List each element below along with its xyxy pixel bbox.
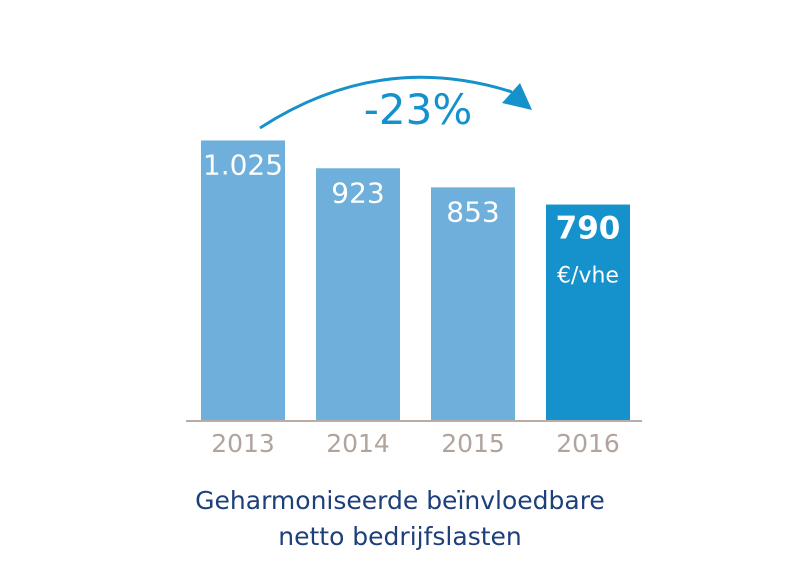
x-tick-label-2014: 2014 <box>326 429 390 458</box>
trend-arrow <box>259 75 513 130</box>
data-label-2013: 1.025 <box>203 148 283 181</box>
change-label: -23% <box>364 85 473 134</box>
data-label-2016: 790 <box>556 211 621 247</box>
data-label-2014: 923 <box>331 176 384 209</box>
x-tick-label-2016: 2016 <box>556 429 620 458</box>
unit-label: €/vhe <box>557 264 619 289</box>
bar-2014 <box>316 168 400 420</box>
bar-2015 <box>431 187 515 420</box>
x-tick-label-2015: 2015 <box>441 429 505 458</box>
chart-caption-line-1: Geharmoniseerde beïnvloedbare <box>195 486 605 515</box>
bar-2013 <box>201 140 285 421</box>
trend-arrow-head-icon <box>502 83 532 110</box>
data-label-2015: 853 <box>446 195 499 228</box>
bar-chart: 2013 2014 2015 2016 1.025 923 853 790 €/vhe -23… <box>186 75 642 458</box>
bar-2016 <box>546 204 630 420</box>
chart-caption-line-2: netto bedrijfslasten <box>278 522 522 551</box>
x-tick-label-2013: 2013 <box>211 429 275 458</box>
